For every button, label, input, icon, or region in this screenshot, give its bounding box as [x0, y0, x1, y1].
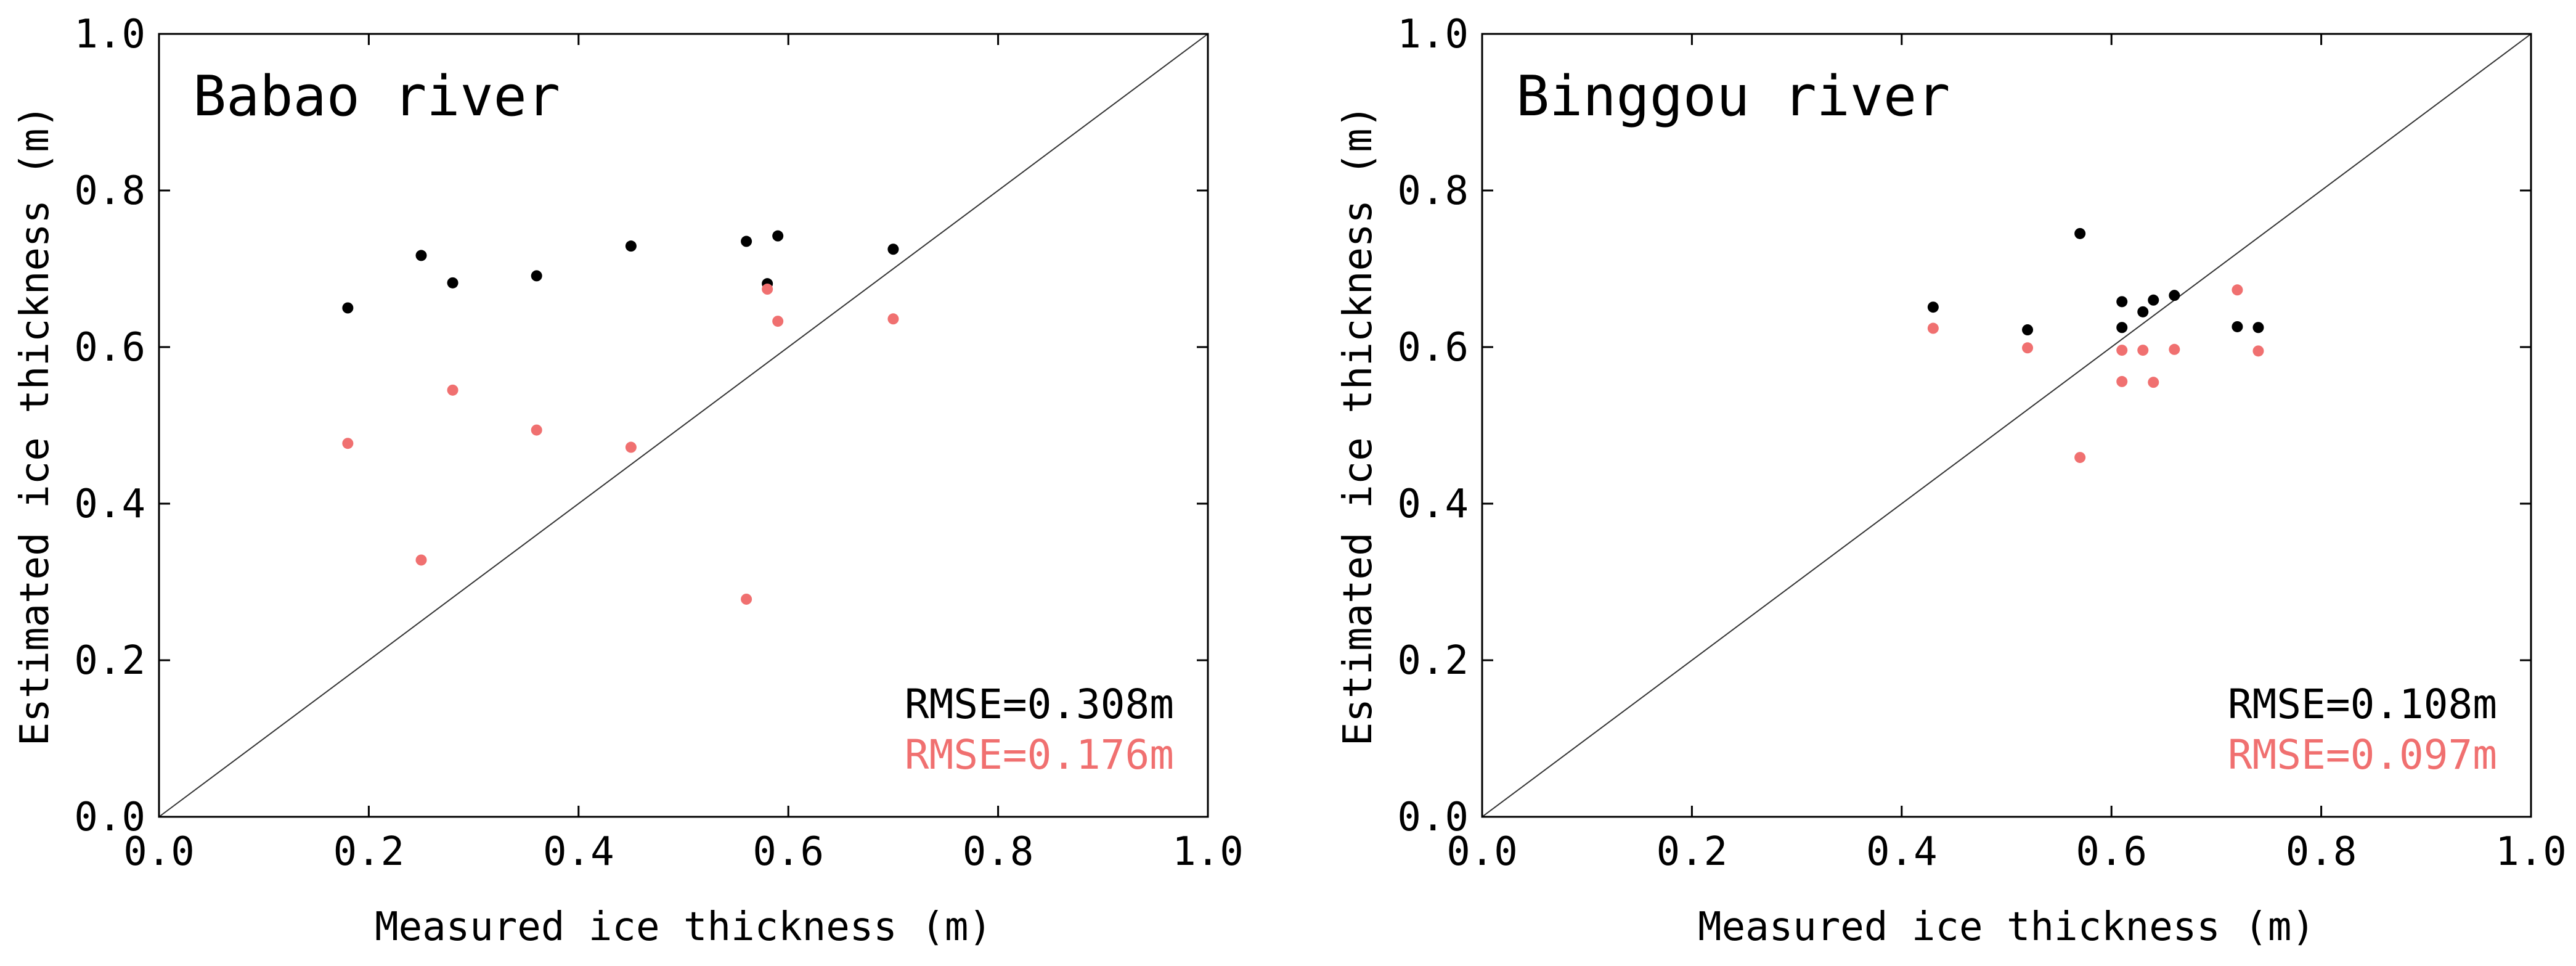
data-point-black — [2252, 322, 2264, 334]
plot-frame — [158, 33, 1209, 818]
data-point-red — [2137, 345, 2149, 356]
x-tick-label: 0.8 — [2286, 829, 2357, 875]
plot-frame — [1481, 33, 2532, 818]
data-point-red — [762, 284, 773, 295]
y-tick-label: 0.2 — [1397, 638, 1469, 684]
data-point-red — [2116, 375, 2128, 387]
data-point-red — [342, 438, 354, 449]
rmse-label-black: RMSE=0.108m — [2228, 681, 2497, 728]
data-point-black — [415, 250, 427, 261]
x-tick-label: 1.0 — [2495, 829, 2567, 875]
data-point-black — [1927, 301, 1939, 313]
data-point-black — [2116, 322, 2128, 334]
data-point-red — [1927, 322, 1939, 334]
data-point-black — [887, 244, 899, 255]
data-point-red — [887, 313, 899, 325]
data-point-black — [531, 270, 542, 282]
y-tick-label: 0.4 — [74, 481, 145, 527]
data-point-black — [2022, 324, 2034, 336]
data-point-black — [2074, 227, 2086, 239]
data-point-red — [415, 554, 427, 566]
x-axis-title: Measured ice thickness (m) — [375, 904, 992, 950]
one-to-one-line — [158, 33, 1209, 817]
y-axis-title: Estimated ice thickness (m) — [12, 105, 58, 746]
x-tick-label: 0.2 — [333, 829, 405, 875]
data-point-red — [531, 424, 542, 436]
chart-panel-2: 0.0 0.2 0.4 0.6 0.8 1.0 0.0 0.2 0.4 0.6 0.8 1.0 Meas… — [1335, 12, 2567, 950]
y-tick-label: 1.0 — [74, 12, 145, 57]
x-tick-label: 0.6 — [752, 829, 824, 875]
series-black — [342, 230, 899, 314]
data-point-black — [2169, 290, 2180, 301]
y-tick-label: 0.4 — [1397, 481, 1469, 527]
y-tick-label: 1.0 — [1397, 12, 1469, 57]
series-red — [1927, 284, 2264, 464]
data-point-black — [2116, 296, 2128, 308]
rmse-label-black: RMSE=0.308m — [905, 681, 1174, 728]
data-point-red — [2148, 377, 2159, 388]
data-point-red — [2116, 345, 2128, 356]
x-tick-label: 0.0 — [123, 829, 195, 875]
series-black — [1927, 227, 2264, 336]
rmse-label-red: RMSE=0.097m — [2228, 731, 2497, 779]
y-tick-label: 0.8 — [74, 168, 145, 214]
chart-panels: 0.0 0.2 0.4 0.6 0.8 1.0 0.0 0.2 0.4 0.6 0.8 1.0 Meas… — [12, 12, 2567, 950]
data-point-red — [447, 384, 459, 396]
panel-title: Babao river — [193, 64, 560, 129]
x-tick-label: 1.0 — [1172, 829, 1244, 875]
x-tick-label: 0.6 — [2076, 829, 2147, 875]
data-point-red — [2169, 343, 2180, 355]
y-tick-label: 0.6 — [74, 325, 145, 370]
y-tick-label: 0.8 — [1397, 168, 1469, 214]
one-to-one-line — [1482, 33, 2532, 817]
data-point-black — [342, 302, 354, 314]
chart-panel-1: 0.0 0.2 0.4 0.6 0.8 1.0 0.0 0.2 0.4 0.6 0.8 1.0 Meas… — [12, 12, 1244, 950]
x-axis-title: Measured ice thickness (m) — [1698, 904, 2315, 950]
y-tick-label: 0.0 — [1397, 795, 1469, 840]
y-axis-title: Estimated ice thickness (m) — [1335, 105, 1381, 746]
rmse-label-red: RMSE=0.176m — [905, 731, 1174, 779]
data-point-red — [2232, 284, 2243, 296]
series-red — [342, 284, 899, 605]
y-tick-label: 0.2 — [74, 638, 145, 684]
x-tick-label: 0.2 — [1657, 829, 1728, 875]
data-point-black — [2232, 321, 2243, 332]
data-point-black — [741, 235, 752, 247]
data-point-black — [772, 230, 784, 242]
x-tick-label: 0.4 — [543, 829, 614, 875]
data-point-red — [2074, 452, 2086, 464]
data-point-red — [2022, 342, 2034, 354]
x-tick-label: 0.0 — [1446, 829, 1518, 875]
data-point-red — [2252, 345, 2264, 357]
data-point-black — [625, 240, 637, 252]
data-point-red — [625, 441, 637, 453]
data-point-black — [2137, 306, 2149, 317]
data-point-red — [741, 593, 752, 605]
data-point-black — [447, 277, 459, 289]
data-point-red — [772, 316, 784, 327]
panel-title: Binggou river — [1516, 64, 1950, 129]
x-tick-label: 0.8 — [963, 829, 1034, 875]
y-tick-label: 0.0 — [74, 795, 145, 840]
x-tick-label: 0.4 — [1866, 829, 1938, 875]
data-point-black — [2148, 294, 2159, 306]
y-tick-label: 0.6 — [1397, 325, 1469, 370]
